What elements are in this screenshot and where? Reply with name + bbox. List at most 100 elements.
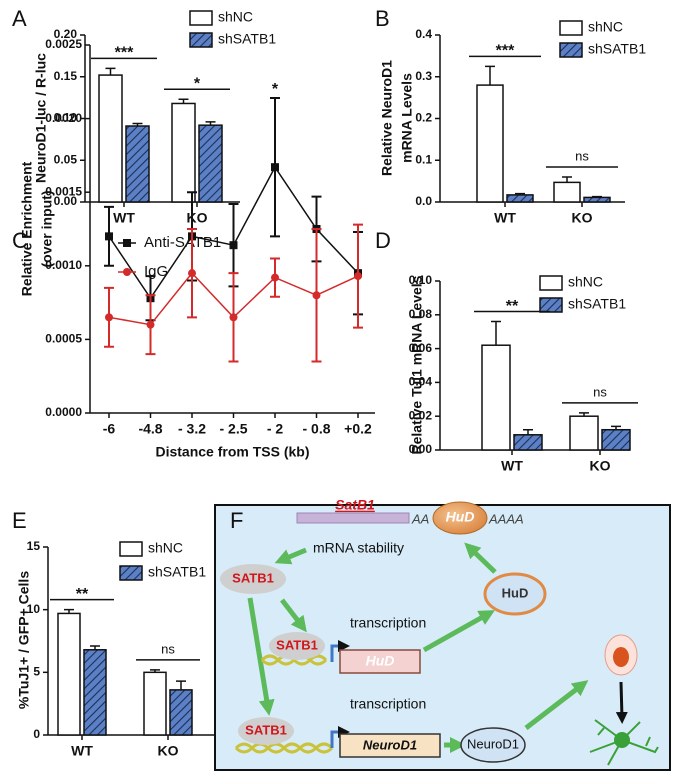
y-axis-label: %TuJ1+ / GFP+ Cells xyxy=(16,571,32,709)
neuron xyxy=(589,719,659,766)
neurod1-protein: NeuroD1 xyxy=(467,736,519,751)
significance-label: ns xyxy=(161,641,175,656)
marker xyxy=(188,269,196,278)
y-axis-label: (over input) xyxy=(39,191,55,268)
bar xyxy=(169,689,193,736)
diagram-panel: F SatB1 AA HuD AAAA mRNA stability SATB1… xyxy=(214,497,671,771)
chart-panel: B 0.0 0.1 0.2 0.3 0.4 Relative NeuroD1 mRNA Lev… xyxy=(375,6,646,226)
x-tick-label: KO xyxy=(590,458,611,474)
legend-marker xyxy=(123,239,131,247)
legend-label: shSATB1 xyxy=(568,296,626,312)
error-bar xyxy=(150,669,160,673)
satb1: SATB1 xyxy=(276,637,318,652)
y-tick-label: 0.00 xyxy=(409,442,433,456)
y-tick-label: 0 xyxy=(33,727,40,741)
significance-label: ns xyxy=(593,384,607,399)
y-tick-label: 0.08 xyxy=(409,307,433,321)
legend-label: Anti-SATB1 xyxy=(144,234,221,251)
bar xyxy=(601,428,631,451)
mrna xyxy=(296,512,410,524)
legend-swatch xyxy=(119,541,143,557)
satb1: SATB1 xyxy=(232,570,274,585)
y-axis-label: Relative Enrichment xyxy=(19,161,35,296)
hud-protein-oval xyxy=(483,572,547,616)
error-bar xyxy=(491,320,501,346)
error-bar xyxy=(178,98,189,104)
y-tick-label: 0.05 xyxy=(54,152,78,166)
significance-label: *** xyxy=(496,43,515,60)
hud-oval xyxy=(432,501,488,535)
legend-label: shNC xyxy=(218,9,253,25)
hud-protein: HuD xyxy=(502,585,529,600)
bar xyxy=(57,612,81,736)
y-axis-label: Relative NeuroD1 xyxy=(379,60,395,176)
significance-label: *** xyxy=(115,45,134,62)
transcription: transcription xyxy=(350,696,426,712)
chart-panel: C 0.0000 0.0005 0.0010 0.0015 0.0020 0.0025 Rel… xyxy=(12,37,375,460)
error-bar xyxy=(562,176,572,183)
bar xyxy=(513,434,543,451)
marker xyxy=(354,272,362,281)
significance-label: ns xyxy=(575,148,589,163)
x-tick-label: -6 xyxy=(103,421,116,437)
error-bar xyxy=(515,192,525,195)
x-axis-label: Distance from TSS (kb) xyxy=(155,444,309,460)
bar xyxy=(171,102,196,203)
x-tick-label: - 3.2 xyxy=(178,421,206,437)
legend-label: shSATB1 xyxy=(588,41,646,57)
mrna-binder: HuD xyxy=(446,509,475,525)
arrows xyxy=(247,542,589,754)
bar xyxy=(83,649,107,736)
legend-swatch xyxy=(539,275,563,291)
bar xyxy=(143,671,167,736)
x-tick-label: - 2.5 xyxy=(219,421,247,437)
error-bar xyxy=(579,412,589,417)
y-tick-label: 15 xyxy=(27,539,41,553)
error-bar xyxy=(64,608,74,614)
bar xyxy=(481,344,511,451)
error-bar xyxy=(176,680,186,690)
marker xyxy=(271,273,279,282)
legend-label: shNC xyxy=(148,540,183,556)
satb1-oval xyxy=(269,632,325,660)
dna xyxy=(234,742,334,754)
legend-marker xyxy=(123,268,131,276)
mrna-stability: mRNA stability xyxy=(313,540,404,556)
tss-arrow xyxy=(330,640,350,662)
error-bar xyxy=(611,425,621,430)
satb1: SATB1 xyxy=(245,722,287,737)
transcription: transcription xyxy=(350,615,426,631)
gene-box xyxy=(339,733,441,758)
significance-label: * xyxy=(194,76,201,93)
neurod1-oval xyxy=(460,727,526,763)
y-tick-label: 0.2 xyxy=(415,111,432,125)
y-tick-label: 0.0 xyxy=(415,194,432,208)
error-bar xyxy=(90,645,100,650)
significance-label: ** xyxy=(76,586,89,603)
legend-label: shSATB1 xyxy=(148,564,206,580)
y-tick-label: 0.10 xyxy=(54,111,78,125)
y-tick-label: 0.00 xyxy=(54,194,78,208)
satb1-oval xyxy=(220,564,286,594)
y-tick-label: 0.1 xyxy=(415,152,432,166)
y-tick-label: 0.0015 xyxy=(45,184,82,198)
y-tick-label: 5 xyxy=(33,665,40,679)
legend-swatch xyxy=(539,297,563,313)
gene-box xyxy=(339,649,421,674)
bar xyxy=(569,415,599,451)
marker xyxy=(105,313,113,322)
x-tick-label: +0.2 xyxy=(344,421,372,437)
bar xyxy=(553,181,581,203)
error-bar xyxy=(592,195,602,198)
x-tick-label: KO xyxy=(158,743,179,759)
y-tick-label: 0.06 xyxy=(409,341,433,355)
y-tick-label: 0.0000 xyxy=(45,405,82,419)
chart-panel: E 0 5 10 15 %TuJ1+ / GFP+ Cells WT KO shNC shSATB… xyxy=(12,508,215,759)
y-tick-label: 0.10 xyxy=(409,273,433,287)
y-tick-label: 0.0010 xyxy=(45,258,82,272)
significance-label: * xyxy=(272,81,279,98)
y-tick-label: 0.02 xyxy=(409,408,433,422)
y-tick-label: 10 xyxy=(27,602,41,616)
